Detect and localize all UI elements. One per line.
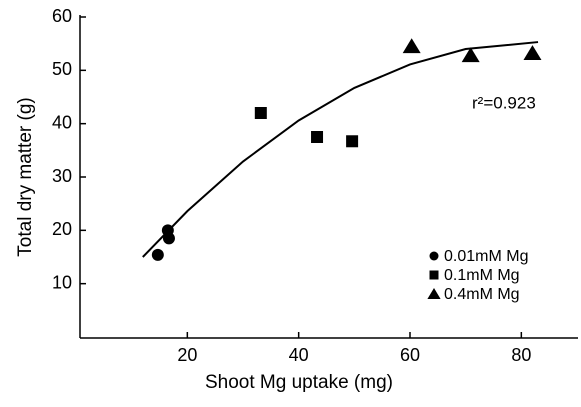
point [346,135,359,148]
point [311,131,324,143]
y-tick-label: 20 [52,219,72,239]
legend-marker [429,251,439,261]
y-tick-label: 50 [52,59,72,79]
x-tick-label: 40 [289,345,309,365]
legend-label: 0.01mM Mg [444,248,528,265]
point [254,107,267,119]
legend-label: 0.1mM Mg [444,267,520,284]
x-tick-label: 60 [400,345,420,365]
x-tick-label: 20 [177,345,197,365]
legend-marker [427,288,441,299]
point [523,45,542,61]
y-tick-label: 10 [52,272,72,292]
y-tick-label: 60 [52,6,72,26]
point [461,47,480,63]
legend-marker [429,270,439,280]
y-tick-label: 30 [52,166,72,186]
fit-curve [142,41,539,258]
legend-label: 0.4mM Mg [444,286,520,303]
y-axis-label: Total dry matter (g) [15,97,36,256]
point [151,248,164,261]
x-axis-label: Shoot Mg uptake (mg) [205,372,393,393]
point [162,232,175,245]
point [402,38,421,54]
annotation: r²=0.923 [472,93,536,112]
x-tick-label: 80 [511,345,531,365]
y-tick-label: 40 [52,112,72,132]
